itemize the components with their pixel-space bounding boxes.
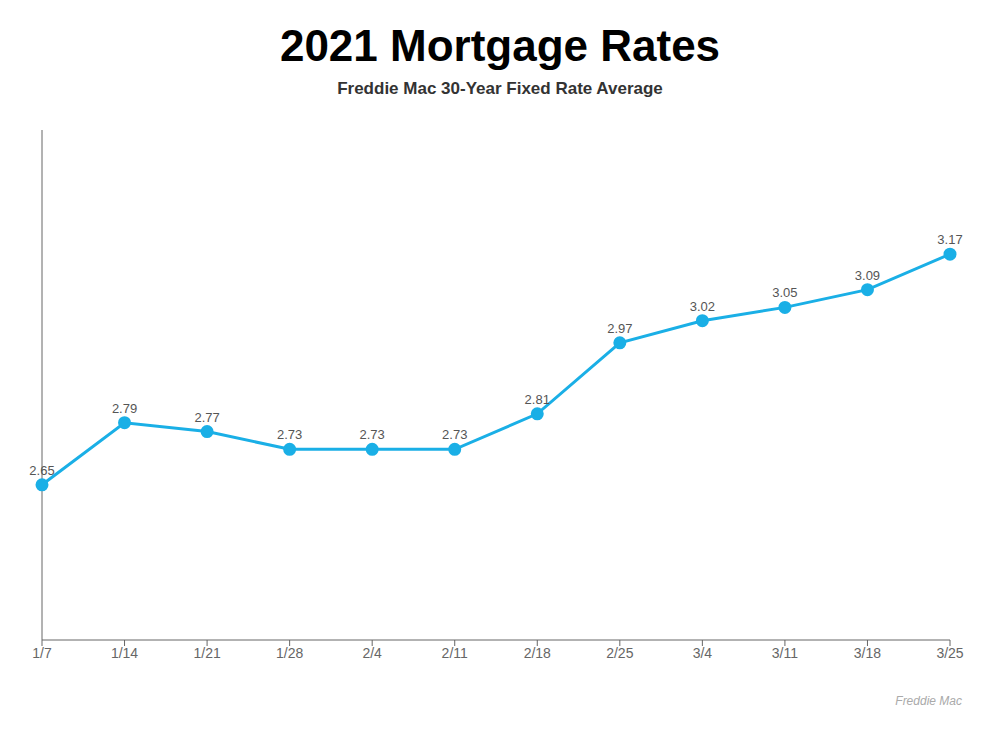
svg-text:2.73: 2.73: [277, 427, 302, 442]
html-text:Freddie Mac 30-Year Fixed Rate: Freddie Mac 30-Year Fixed Rate Average: [337, 79, 663, 98]
svg-text:2.73: 2.73: [442, 427, 467, 442]
svg-text:2.97: 2.97: [607, 321, 632, 336]
svg-text:2.79: 2.79: [112, 401, 137, 416]
svg-text:2/11: 2/11: [442, 645, 468, 661]
svg-text:1/14: 1/14: [111, 645, 138, 661]
svg-text:3/25: 3/25: [936, 645, 963, 661]
html-text:Freddie Mac: Freddie Mac: [895, 694, 962, 708]
svg-text:2.65: 2.65: [29, 463, 54, 478]
svg-text:3.09: 3.09: [855, 268, 880, 283]
svg-text:2.73: 2.73: [360, 427, 385, 442]
svg-text:3.02: 3.02: [690, 299, 715, 314]
html-text:2021 Mortgage Rates: 2021 Mortgage Rates: [279, 21, 721, 70]
svg-text:2.77: 2.77: [194, 410, 219, 425]
svg-text:3/11: 3/11: [772, 645, 798, 661]
svg-text:3.17: 3.17: [937, 232, 962, 247]
svg-text:2/25: 2/25: [606, 645, 633, 661]
svg-text:2/18: 2/18: [524, 645, 551, 661]
svg-text:1/28: 1/28: [276, 645, 303, 661]
svg-text:3/4: 3/4: [693, 645, 713, 661]
svg-text:3.05: 3.05: [772, 285, 797, 300]
svg-text:1/21: 1/21: [193, 645, 220, 661]
svg-text:2/4: 2/4: [362, 645, 382, 661]
svg-text:2.81: 2.81: [525, 392, 550, 407]
svg-text:3/18: 3/18: [854, 645, 881, 661]
svg-text:1/7: 1/7: [32, 645, 52, 661]
